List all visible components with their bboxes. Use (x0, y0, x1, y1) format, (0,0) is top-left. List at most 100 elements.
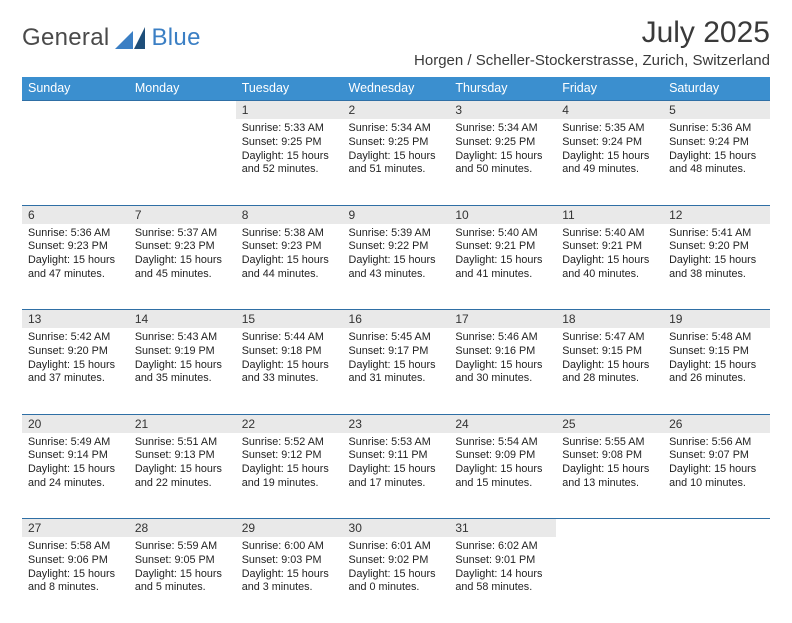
day-d1: Daylight: 15 hours (242, 359, 337, 373)
day-cell: Sunrise: 5:53 AMSunset: 9:11 PMDaylight:… (343, 433, 450, 519)
day-number: 17 (449, 310, 556, 329)
day-sunrise: Sunrise: 5:46 AM (455, 331, 550, 345)
day-body-row: Sunrise: 5:42 AMSunset: 9:20 PMDaylight:… (22, 328, 770, 414)
day-d1: Daylight: 15 hours (455, 150, 550, 164)
day-cell (556, 537, 663, 623)
page-title: July 2025 (414, 16, 770, 50)
day-sunset: Sunset: 9:07 PM (669, 449, 764, 463)
day-d1: Daylight: 15 hours (242, 254, 337, 268)
day-number: 10 (449, 205, 556, 224)
day-sunset: Sunset: 9:19 PM (135, 345, 230, 359)
day-cell: Sunrise: 5:59 AMSunset: 9:05 PMDaylight:… (129, 537, 236, 623)
day-number-row: 12345 (22, 101, 770, 120)
day-sunset: Sunset: 9:20 PM (28, 345, 123, 359)
day-d2: and 52 minutes. (242, 163, 337, 177)
day-sunrise: Sunrise: 5:38 AM (242, 227, 337, 241)
day-d2: and 37 minutes. (28, 372, 123, 386)
day-number (556, 519, 663, 538)
day-d2: and 5 minutes. (135, 581, 230, 595)
day-d1: Daylight: 15 hours (135, 359, 230, 373)
day-d1: Daylight: 15 hours (562, 359, 657, 373)
weekday-header: Sunday (22, 77, 129, 101)
day-sunset: Sunset: 9:23 PM (28, 240, 123, 254)
day-sunset: Sunset: 9:05 PM (135, 554, 230, 568)
day-d1: Daylight: 15 hours (349, 463, 444, 477)
day-cell: Sunrise: 5:55 AMSunset: 9:08 PMDaylight:… (556, 433, 663, 519)
day-cell: Sunrise: 5:37 AMSunset: 9:23 PMDaylight:… (129, 224, 236, 310)
day-cell: Sunrise: 5:44 AMSunset: 9:18 PMDaylight:… (236, 328, 343, 414)
day-cell: Sunrise: 6:00 AMSunset: 9:03 PMDaylight:… (236, 537, 343, 623)
day-number: 20 (22, 414, 129, 433)
day-cell: Sunrise: 6:01 AMSunset: 9:02 PMDaylight:… (343, 537, 450, 623)
day-number: 6 (22, 205, 129, 224)
day-sunset: Sunset: 9:25 PM (455, 136, 550, 150)
day-sunrise: Sunrise: 5:54 AM (455, 436, 550, 450)
day-d2: and 15 minutes. (455, 477, 550, 491)
day-d2: and 33 minutes. (242, 372, 337, 386)
day-d1: Daylight: 15 hours (28, 463, 123, 477)
day-sunset: Sunset: 9:06 PM (28, 554, 123, 568)
day-sunset: Sunset: 9:14 PM (28, 449, 123, 463)
day-d2: and 45 minutes. (135, 268, 230, 282)
day-number: 16 (343, 310, 450, 329)
day-d2: and 41 minutes. (455, 268, 550, 282)
day-d1: Daylight: 15 hours (455, 463, 550, 477)
day-d2: and 8 minutes. (28, 581, 123, 595)
day-number (663, 519, 770, 538)
day-d2: and 19 minutes. (242, 477, 337, 491)
weekday-header: Saturday (663, 77, 770, 101)
day-sunrise: Sunrise: 5:36 AM (669, 122, 764, 136)
day-number-row: 6789101112 (22, 205, 770, 224)
day-number: 11 (556, 205, 663, 224)
day-cell: Sunrise: 5:56 AMSunset: 9:07 PMDaylight:… (663, 433, 770, 519)
day-sunset: Sunset: 9:13 PM (135, 449, 230, 463)
day-number: 27 (22, 519, 129, 538)
day-sunset: Sunset: 9:22 PM (349, 240, 444, 254)
day-sunset: Sunset: 9:20 PM (669, 240, 764, 254)
day-number: 7 (129, 205, 236, 224)
day-d1: Daylight: 15 hours (455, 254, 550, 268)
day-number: 24 (449, 414, 556, 433)
day-number: 1 (236, 101, 343, 120)
day-d1: Daylight: 15 hours (349, 150, 444, 164)
weekday-header-row: Sunday Monday Tuesday Wednesday Thursday… (22, 77, 770, 101)
day-d2: and 13 minutes. (562, 477, 657, 491)
day-sunrise: Sunrise: 5:45 AM (349, 331, 444, 345)
day-sunrise: Sunrise: 5:52 AM (242, 436, 337, 450)
day-sunrise: Sunrise: 6:01 AM (349, 540, 444, 554)
day-d1: Daylight: 15 hours (28, 359, 123, 373)
day-d2: and 48 minutes. (669, 163, 764, 177)
day-sunrise: Sunrise: 5:55 AM (562, 436, 657, 450)
day-d1: Daylight: 15 hours (135, 568, 230, 582)
day-d1: Daylight: 15 hours (242, 568, 337, 582)
day-sunset: Sunset: 9:03 PM (242, 554, 337, 568)
day-number-row: 2728293031 (22, 519, 770, 538)
day-d2: and 30 minutes. (455, 372, 550, 386)
day-sunset: Sunset: 9:15 PM (562, 345, 657, 359)
day-cell: Sunrise: 5:47 AMSunset: 9:15 PMDaylight:… (556, 328, 663, 414)
location: Horgen / Scheller-Stockerstrasse, Zurich… (414, 52, 770, 69)
weekday-header: Wednesday (343, 77, 450, 101)
day-cell: Sunrise: 5:34 AMSunset: 9:25 PMDaylight:… (343, 119, 450, 205)
weekday-header: Tuesday (236, 77, 343, 101)
day-number: 3 (449, 101, 556, 120)
day-sunset: Sunset: 9:12 PM (242, 449, 337, 463)
day-number-row: 20212223242526 (22, 414, 770, 433)
day-cell: Sunrise: 5:45 AMSunset: 9:17 PMDaylight:… (343, 328, 450, 414)
logo-text-general: General (22, 24, 109, 52)
day-sunrise: Sunrise: 5:36 AM (28, 227, 123, 241)
day-number: 30 (343, 519, 450, 538)
day-sunrise: Sunrise: 5:58 AM (28, 540, 123, 554)
day-sunset: Sunset: 9:01 PM (455, 554, 550, 568)
day-d2: and 50 minutes. (455, 163, 550, 177)
day-sunrise: Sunrise: 5:43 AM (135, 331, 230, 345)
day-sunset: Sunset: 9:15 PM (669, 345, 764, 359)
day-sunset: Sunset: 9:02 PM (349, 554, 444, 568)
day-d2: and 28 minutes. (562, 372, 657, 386)
logo: General Blue (22, 16, 201, 52)
logo-icon (115, 27, 145, 49)
day-d1: Daylight: 15 hours (455, 359, 550, 373)
day-sunset: Sunset: 9:09 PM (455, 449, 550, 463)
day-sunset: Sunset: 9:24 PM (669, 136, 764, 150)
header: General Blue July 2025 Horgen / Scheller… (22, 16, 770, 75)
